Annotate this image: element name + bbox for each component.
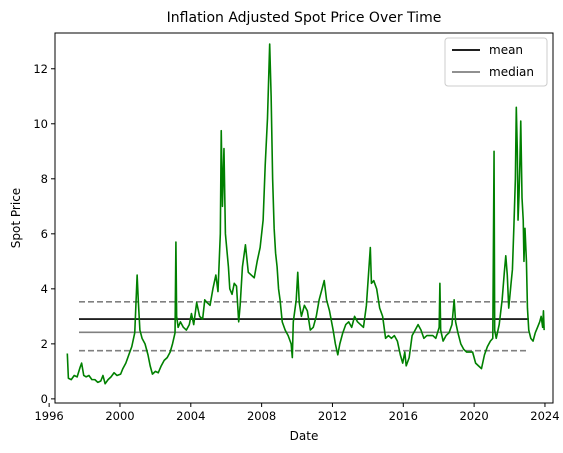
- y-tick-label: 12: [33, 62, 48, 76]
- legend-label-mean: mean: [489, 43, 523, 57]
- chart-title: Inflation Adjusted Spot Price Over Time: [167, 10, 442, 26]
- y-tick-label: 4: [41, 282, 48, 296]
- x-tick-label: 2020: [459, 409, 488, 423]
- x-tick-label: 2024: [530, 409, 559, 423]
- x-tick-label: 1996: [34, 409, 63, 423]
- x-tick-label: 2000: [105, 409, 134, 423]
- x-tick-label: 2008: [247, 409, 276, 423]
- legend: mean median: [444, 37, 548, 87]
- plot-frame: [54, 32, 554, 404]
- plot-area: [66, 43, 545, 385]
- x-axis: 1996 2000 2004 2008 2012 2016 2020 2024: [34, 403, 560, 423]
- y-tick-label: 8: [41, 172, 48, 186]
- y-tick-label: 6: [41, 227, 48, 241]
- x-tick-label: 2004: [176, 409, 205, 423]
- series-line-0: [66, 43, 545, 385]
- x-tick-label: 2016: [389, 409, 418, 423]
- legend-label-median: median: [489, 65, 534, 79]
- y-axis: 0 2 4 6 8 10 12: [33, 62, 55, 406]
- y-tick-label: 0: [41, 392, 48, 406]
- x-tick-label: 2012: [318, 409, 347, 423]
- y-axis-label: Spot Price: [9, 188, 23, 248]
- x-axis-label: Date: [290, 429, 319, 443]
- y-tick-label: 2: [41, 337, 48, 351]
- y-tick-label: 10: [33, 117, 48, 131]
